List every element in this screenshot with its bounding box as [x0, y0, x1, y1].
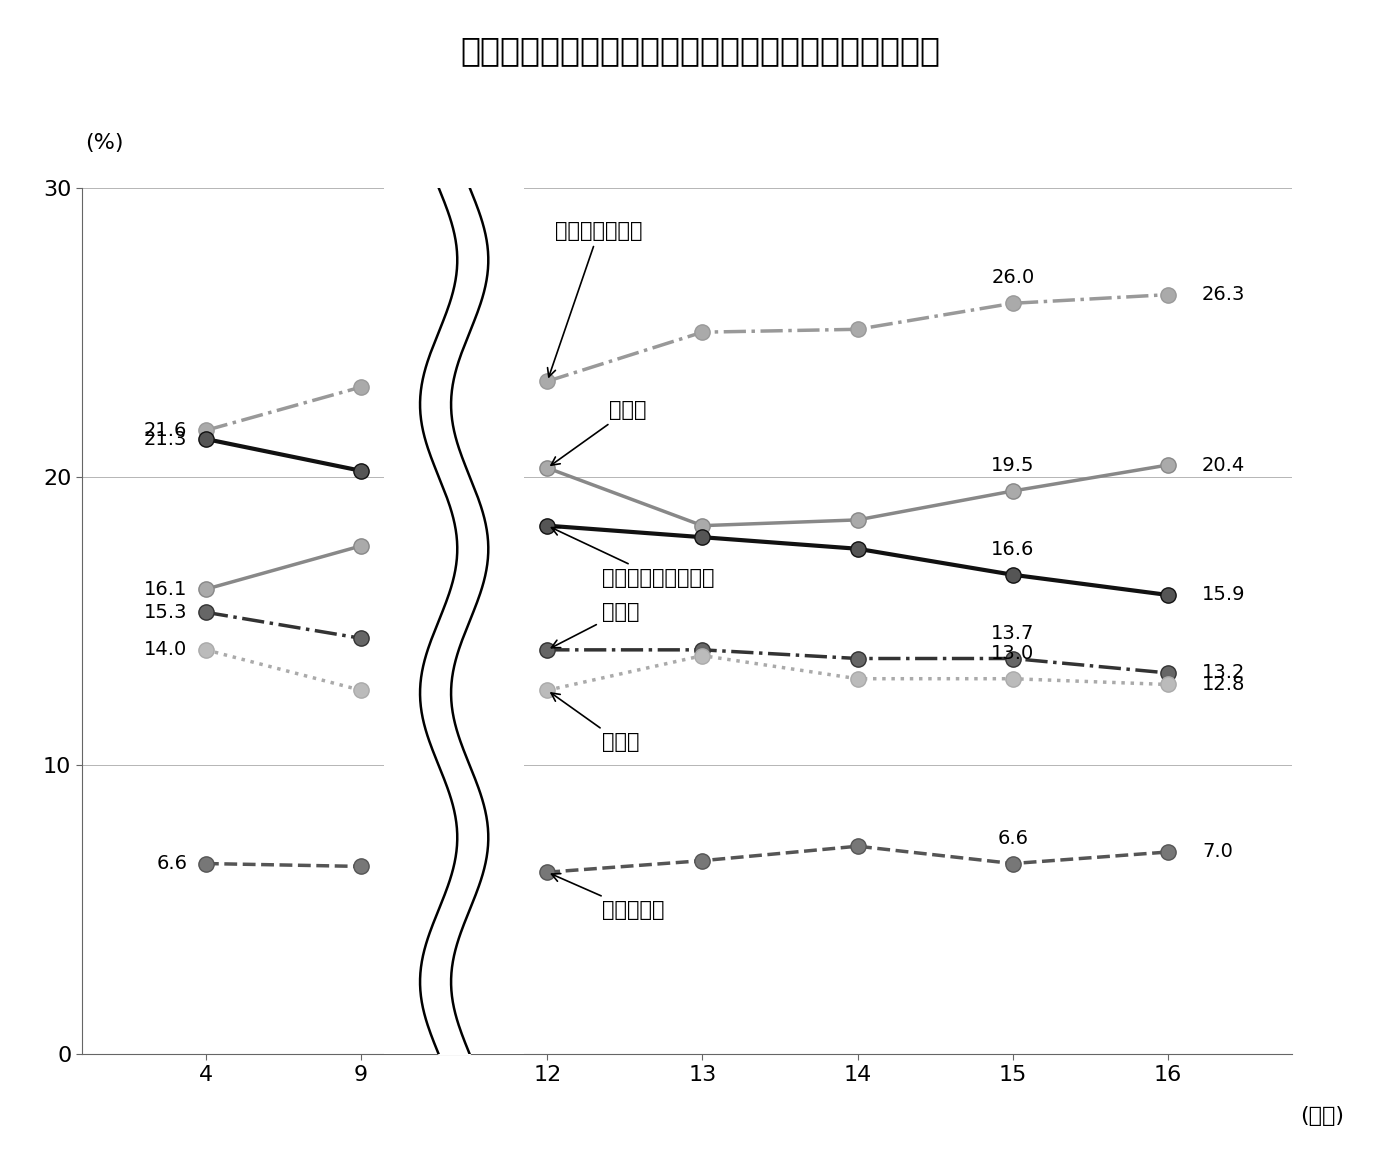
Text: 6.6: 6.6 [997, 829, 1028, 848]
Text: 国土保全及び開発費: 国土保全及び開発費 [552, 527, 714, 587]
Text: 15.3: 15.3 [144, 602, 188, 622]
Text: 7.0: 7.0 [1203, 842, 1233, 862]
Text: 21.6: 21.6 [144, 421, 188, 440]
Text: 26.0: 26.0 [991, 269, 1035, 287]
Text: 15.9: 15.9 [1203, 585, 1246, 605]
Text: 12.8: 12.8 [1203, 675, 1246, 694]
Text: 教育費: 教育費 [552, 602, 638, 647]
Bar [385, 130, 524, 1082]
Text: (%): (%) [85, 133, 123, 153]
Text: 6.6: 6.6 [157, 854, 188, 874]
Text: 16.6: 16.6 [991, 540, 1035, 559]
Text: 機関費: 機関費 [552, 692, 638, 752]
Text: 13.7: 13.7 [991, 623, 1035, 643]
Text: 社会保障関係費: 社会保障関係費 [547, 222, 643, 377]
Text: 26.3: 26.3 [1203, 285, 1246, 305]
Text: 16.1: 16.1 [144, 579, 188, 599]
Text: 19.5: 19.5 [991, 456, 1035, 475]
Text: 13.0: 13.0 [991, 644, 1035, 662]
Text: 公債費: 公債費 [552, 400, 647, 465]
Text: 14.0: 14.0 [144, 640, 188, 659]
Text: 産業経済費: 産業経済費 [552, 874, 664, 920]
Text: 第１図　国・地方を通じる目的別歳出額構成比の推移: 第１図 国・地方を通じる目的別歳出額構成比の推移 [461, 35, 939, 68]
Text: 20.4: 20.4 [1203, 456, 1246, 474]
Text: 13.2: 13.2 [1203, 664, 1246, 682]
Text: 21.3: 21.3 [144, 429, 188, 449]
Text: (年度): (年度) [1299, 1107, 1344, 1126]
